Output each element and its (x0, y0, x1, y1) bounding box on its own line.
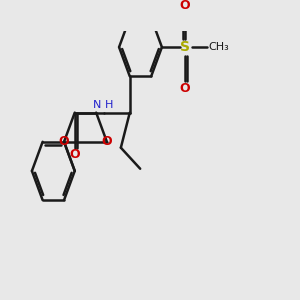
Text: O: O (180, 82, 190, 95)
Text: O: O (180, 0, 190, 13)
Text: CH₃: CH₃ (208, 42, 229, 52)
Text: H: H (105, 100, 113, 110)
Text: O: O (102, 135, 112, 148)
Text: S: S (180, 40, 190, 54)
Text: N: N (93, 100, 101, 110)
Text: O: O (59, 135, 69, 148)
Text: O: O (69, 148, 80, 161)
